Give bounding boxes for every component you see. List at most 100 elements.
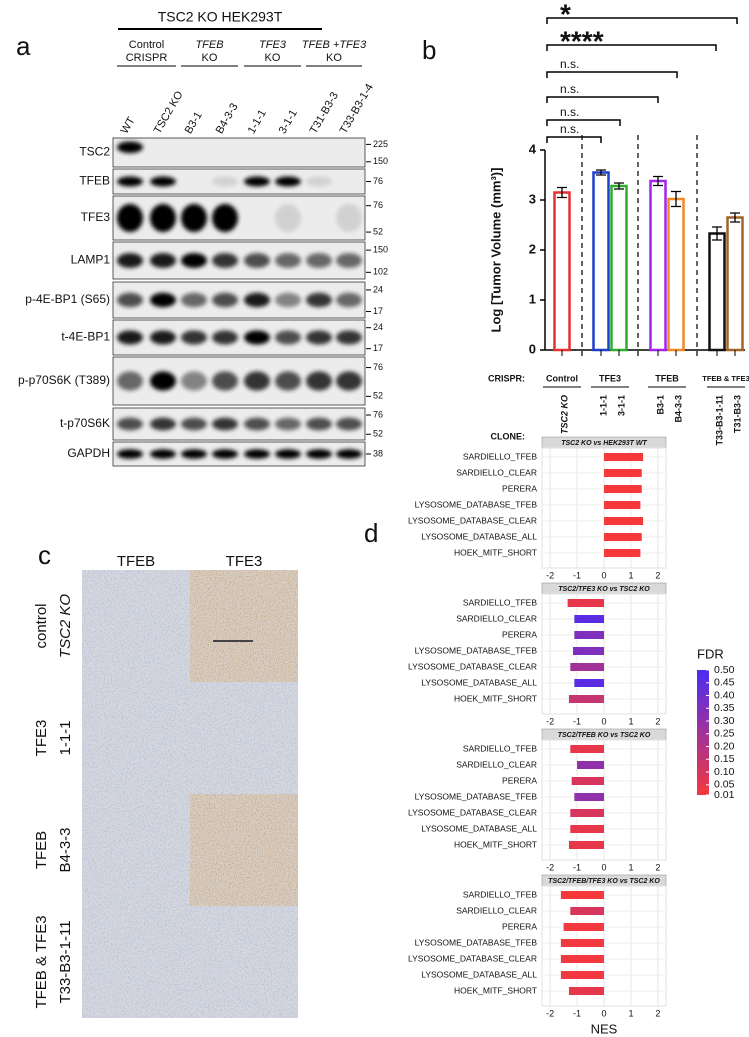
band [150,292,176,308]
sig-bracket [546,17,738,24]
group-label: TFEB & TFE3 [702,374,749,383]
band [150,417,176,431]
band [117,417,143,431]
band [117,203,143,233]
nes-bar [604,485,642,493]
row-label: t-p70S6K [60,416,110,430]
marker-label: 102 [373,267,388,277]
band [212,176,238,187]
colorbar-title: FDR [697,646,724,661]
band [181,417,207,431]
error-bar [614,182,624,190]
sig-label: n.s. [560,57,579,71]
blot-header: TSC2 KO HEK293T [158,9,283,25]
nes-bar [563,923,604,931]
colorbar-tick-label: 0.10 [714,766,735,778]
error-bar [712,226,722,241]
band [275,417,301,431]
term-label: LYSOSOME_DATABASE_ALL [421,677,537,687]
band [117,292,143,308]
sig-label: n.s. [560,105,579,119]
panel-label: c [38,540,51,570]
band [181,371,207,391]
sig-bracket [546,44,717,51]
band [306,176,332,187]
x-tick-label: 1 [628,1008,633,1018]
term-label: PERERA [502,775,537,785]
band [336,417,362,431]
term-label: PERERA [502,921,537,931]
band [244,330,270,345]
nes-bar [604,533,642,541]
band [244,417,270,431]
band [275,203,301,233]
sig-label: **** [560,25,604,56]
nes-bar [604,517,644,525]
band [150,203,176,233]
marker-label: 150 [373,156,388,166]
error-bar [653,175,663,187]
panel-label: b [422,35,436,65]
sig-label: n.s. [560,122,579,136]
nes-bar [568,987,604,995]
clone-name: TSC2 KO [559,395,569,434]
band [117,176,143,187]
colorbar-tick-label: 0.25 [714,728,735,740]
x-tick-label: 0 [601,1008,606,1018]
column-header: TFE3 [226,553,263,570]
band [212,417,238,431]
nes-bar [604,549,641,557]
ihc-texture [82,682,190,794]
blot-strip [112,137,366,168]
colorbar-tick-label: 0.40 [714,689,735,701]
band [275,449,301,459]
x-tick-label: -1 [573,570,581,580]
nes-bar [560,971,604,979]
row-label: TSC2 KO [57,594,74,659]
marker-label: 150 [373,245,388,255]
y-tick-label: 1 [529,291,536,306]
band [275,371,301,391]
marker-label: 24 [373,284,383,294]
nes-bar [577,761,604,769]
error-bar [671,190,681,208]
x-tick-label: 2 [655,862,660,872]
y-tick-label: 4 [529,141,537,156]
row-label: B4-3-3 [57,827,74,872]
facet-title: TSC2/TFEB KO vs TSC2 KO [558,732,651,739]
error-bar [596,169,606,176]
y-axis-label: Log [Tumor Volume (mm³)] [488,168,503,333]
sig-bracket [546,136,602,143]
colorbar-tick-label: 0.01 [714,789,735,801]
panel-label: d [364,518,378,548]
nes-bar [560,891,604,899]
band [336,371,362,391]
y-tick-label: 2 [529,241,536,256]
marker-label: 225 [373,139,388,149]
clone-label: CLONE: [491,431,526,441]
sig-bracket [546,119,621,126]
row-label: 1-1-1 [57,720,74,755]
sig-bracket [546,96,659,103]
ihc-texture [190,682,298,794]
marker-label: 38 [373,448,383,458]
band [336,253,362,268]
x-axis-label: NES [591,1021,618,1036]
nes-bar [570,663,604,671]
ihc-texture [82,794,190,906]
nes-bar [604,501,641,509]
y-tick-label: 0 [529,341,536,356]
band [181,449,207,459]
bar [708,232,726,352]
colorbar-tick-label: 0.30 [714,715,735,727]
band [181,253,207,268]
x-tick-label: 0 [601,862,606,872]
nes-bar [567,599,604,607]
x-tick-label: 2 [655,570,660,580]
term-label: LYSOSOME_DATABASE_TFEB [415,937,538,947]
band [150,176,176,187]
error-bar [557,186,567,199]
marker-label: 52 [373,391,383,401]
group-label: KO [265,52,281,64]
